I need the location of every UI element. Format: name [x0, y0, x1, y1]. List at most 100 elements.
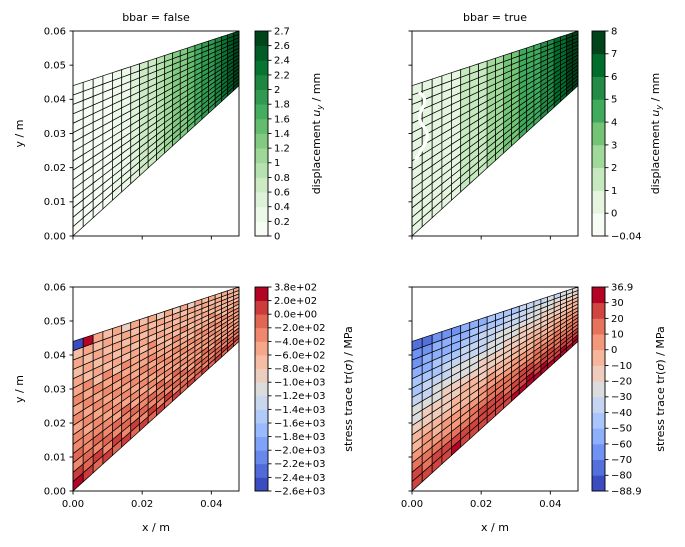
x-axis-label: x / m: [142, 521, 170, 534]
colorbar-segment: [255, 192, 268, 208]
x-tick-label: 0.00: [401, 499, 423, 510]
colorbar-tick-label: −50: [611, 424, 632, 435]
y-tick-label: 0.00: [44, 231, 66, 242]
colorbar-tick-label: 2: [611, 163, 617, 174]
colorbar-tick-label: 0: [611, 209, 617, 220]
y-tick-label: 0.03: [44, 129, 66, 140]
colorbar-segment: [592, 365, 605, 382]
colorbar-segment: [255, 45, 268, 61]
colorbar-segment: [592, 428, 605, 445]
colorbar-tick-label: 0.6: [274, 187, 290, 198]
y-tick-label: 0.05: [44, 61, 66, 72]
colorbar-tick-label: −10: [611, 361, 632, 372]
colorbar-tick-label: 0: [611, 345, 617, 356]
y-axis-label: y / m: [13, 375, 26, 403]
colorbar-tick-label: 0.4: [274, 202, 290, 213]
colorbar-segment: [255, 355, 268, 369]
colorbar-segment: [592, 459, 605, 476]
colorbar-tick-label: 2.0e+02: [274, 296, 317, 307]
colorbar-displacement-bbar-false: 0 0.2 0.4 0.6 0.8 1 1.2 1.4 1.6 1.8 2 2.2 2.4 2.6 2.7 d…: [254, 26, 324, 242]
x-tick-label: 0.00: [62, 499, 84, 510]
colorbar-segment: [592, 475, 605, 492]
colorbar-tick-label: 6: [611, 72, 617, 83]
colorbar-segment: [255, 327, 268, 342]
y-axis-label: y / m: [13, 120, 26, 148]
colorbar-segment: [255, 287, 268, 301]
colorbar-segment: [255, 368, 268, 383]
colorbar-label: displacement uy / mm: [310, 73, 324, 195]
colorbar-segment: [592, 334, 605, 351]
colorbar-tick-label: 1.2: [274, 144, 290, 155]
colorbar-tick-label: 2.4: [274, 56, 290, 67]
subplot-title: bbar = false: [122, 11, 190, 24]
colorbar-tick-label: −1.4e+03: [274, 405, 326, 416]
colorbar-segment: [255, 221, 268, 237]
colorbar-segment: [592, 381, 605, 398]
subplot-displacement-bbar-true: bbar = true −0.04 0 1 2 3 4 5 6 7 8 displacement uy…: [408, 11, 663, 242]
colorbar-segment: [255, 395, 268, 410]
subplot-title: bbar = true: [463, 11, 527, 24]
colorbar-tick-label: −0.04: [611, 231, 642, 242]
y-tick-label: 0.03: [44, 384, 66, 395]
y-tick-label: 0.06: [44, 26, 66, 37]
colorbar-tick-label: 5: [611, 95, 617, 106]
colorbar-tick-label: 20: [611, 314, 624, 325]
colorbar-tick-label: 0: [274, 231, 280, 242]
y-tick-label: 0.05: [44, 316, 66, 327]
colorbar-tick-label: −2.0e+03: [274, 446, 326, 457]
y-tick-label: 0.06: [44, 282, 66, 293]
subplot-stress-bbar-true: 0.00 0.02 0.04 x / m −88.9 −80 −70 −60 −50 −40 −30…: [401, 282, 667, 534]
colorbar-tick-label: 36.9: [611, 282, 633, 293]
subplot-displacement-bbar-false: 0.00 0.01 0.02 0.03 0.04 0.05 0.06 bbar = false…: [13, 11, 324, 242]
colorbar-tick-label: 3.8e+02: [274, 282, 317, 293]
colorbar-tick-label: 4: [611, 118, 617, 129]
colorbar-tick-label: 2.2: [274, 70, 290, 81]
fem-mesh: [72, 286, 240, 492]
colorbar-segment: [255, 409, 268, 424]
colorbar-tick-label: −40: [611, 408, 632, 419]
colorbar-label: displacement uy / mm: [649, 73, 663, 195]
colorbar-tick-label: 7: [611, 49, 617, 60]
colorbar-segment: [255, 382, 268, 397]
colorbar-segment: [255, 31, 268, 47]
y-tick-label: 0.01: [44, 197, 66, 208]
colorbar-segment: [592, 99, 605, 123]
x-tick-label: 0.04: [200, 499, 222, 510]
colorbar-segment: [592, 349, 605, 366]
colorbar-segment: [592, 318, 605, 335]
colorbar-tick-label: −88.9: [611, 486, 642, 497]
colorbar-segment: [592, 302, 605, 319]
colorbar-tick-label: −70: [611, 455, 632, 466]
colorbar-segment: [255, 300, 268, 315]
colorbar-segment: [592, 53, 605, 77]
colorbar-stress-bbar-false: −2.6e+03 −2.4e+03 −2.2e+03 −2.0e+03 −1.8e+03…: [254, 282, 355, 497]
y-tick-label: 0.02: [44, 418, 66, 429]
colorbar-segment: [592, 167, 605, 191]
y-tick-label: 0.02: [44, 163, 66, 174]
colorbar-segment: [255, 206, 268, 222]
x-tick-label: 0.04: [539, 499, 561, 510]
white-squiggle: [414, 91, 429, 161]
colorbar-segment: [255, 314, 268, 329]
colorbar-segment: [255, 133, 268, 149]
colorbar-tick-label: 0.2: [274, 217, 290, 228]
colorbar-segment: [255, 463, 268, 478]
colorbar-segment: [255, 436, 268, 451]
colorbar-tick-label: −2.4e+03: [274, 473, 326, 484]
colorbar-tick-label: −8.0e+02: [274, 364, 326, 375]
colorbar-segment: [592, 287, 605, 304]
colorbar-tick-label: 2.6: [274, 41, 290, 52]
colorbar-segment: [592, 213, 605, 237]
colorbar-segment: [255, 341, 268, 356]
colorbar-segment: [592, 190, 605, 214]
colorbar-tick-label: 0.0e+00: [274, 310, 317, 321]
colorbar-segment: [255, 118, 268, 134]
colorbar-segment: [592, 144, 605, 169]
colorbar-tick-label: 30: [611, 298, 624, 309]
fem-mesh: [411, 30, 579, 237]
colorbar-stress-bbar-true: −88.9 −80 −70 −60 −50 −40 −30 −20 −10 0 10 20 30 36.9…: [591, 282, 667, 497]
colorbar-tick-label: −4.0e+02: [274, 337, 326, 348]
colorbar-tick-label: 1: [274, 158, 280, 169]
colorbar-displacement-bbar-true: −0.04 0 1 2 3 4 5 6 7 8 displacement uy / mm: [591, 26, 663, 242]
x-tick-label: 0.02: [470, 499, 492, 510]
